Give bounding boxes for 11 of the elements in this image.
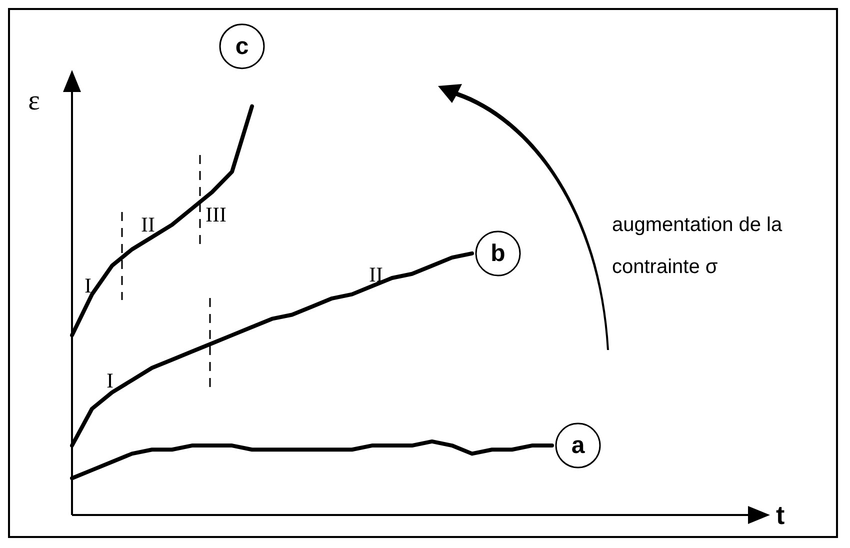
- x-axis-title: t: [776, 500, 785, 530]
- annotation: II: [369, 262, 383, 287]
- y-axis-title: ε: [28, 85, 40, 116]
- annotation: II: [141, 212, 155, 237]
- annotation: augmentation de la contrainte σ: [612, 213, 784, 280]
- annotation: III: [206, 202, 226, 227]
- series-label: b: [490, 240, 506, 268]
- series-label: c: [235, 32, 249, 60]
- annotation: I: [106, 368, 114, 393]
- series-label: a: [571, 432, 586, 460]
- annotation: I: [84, 274, 92, 298]
